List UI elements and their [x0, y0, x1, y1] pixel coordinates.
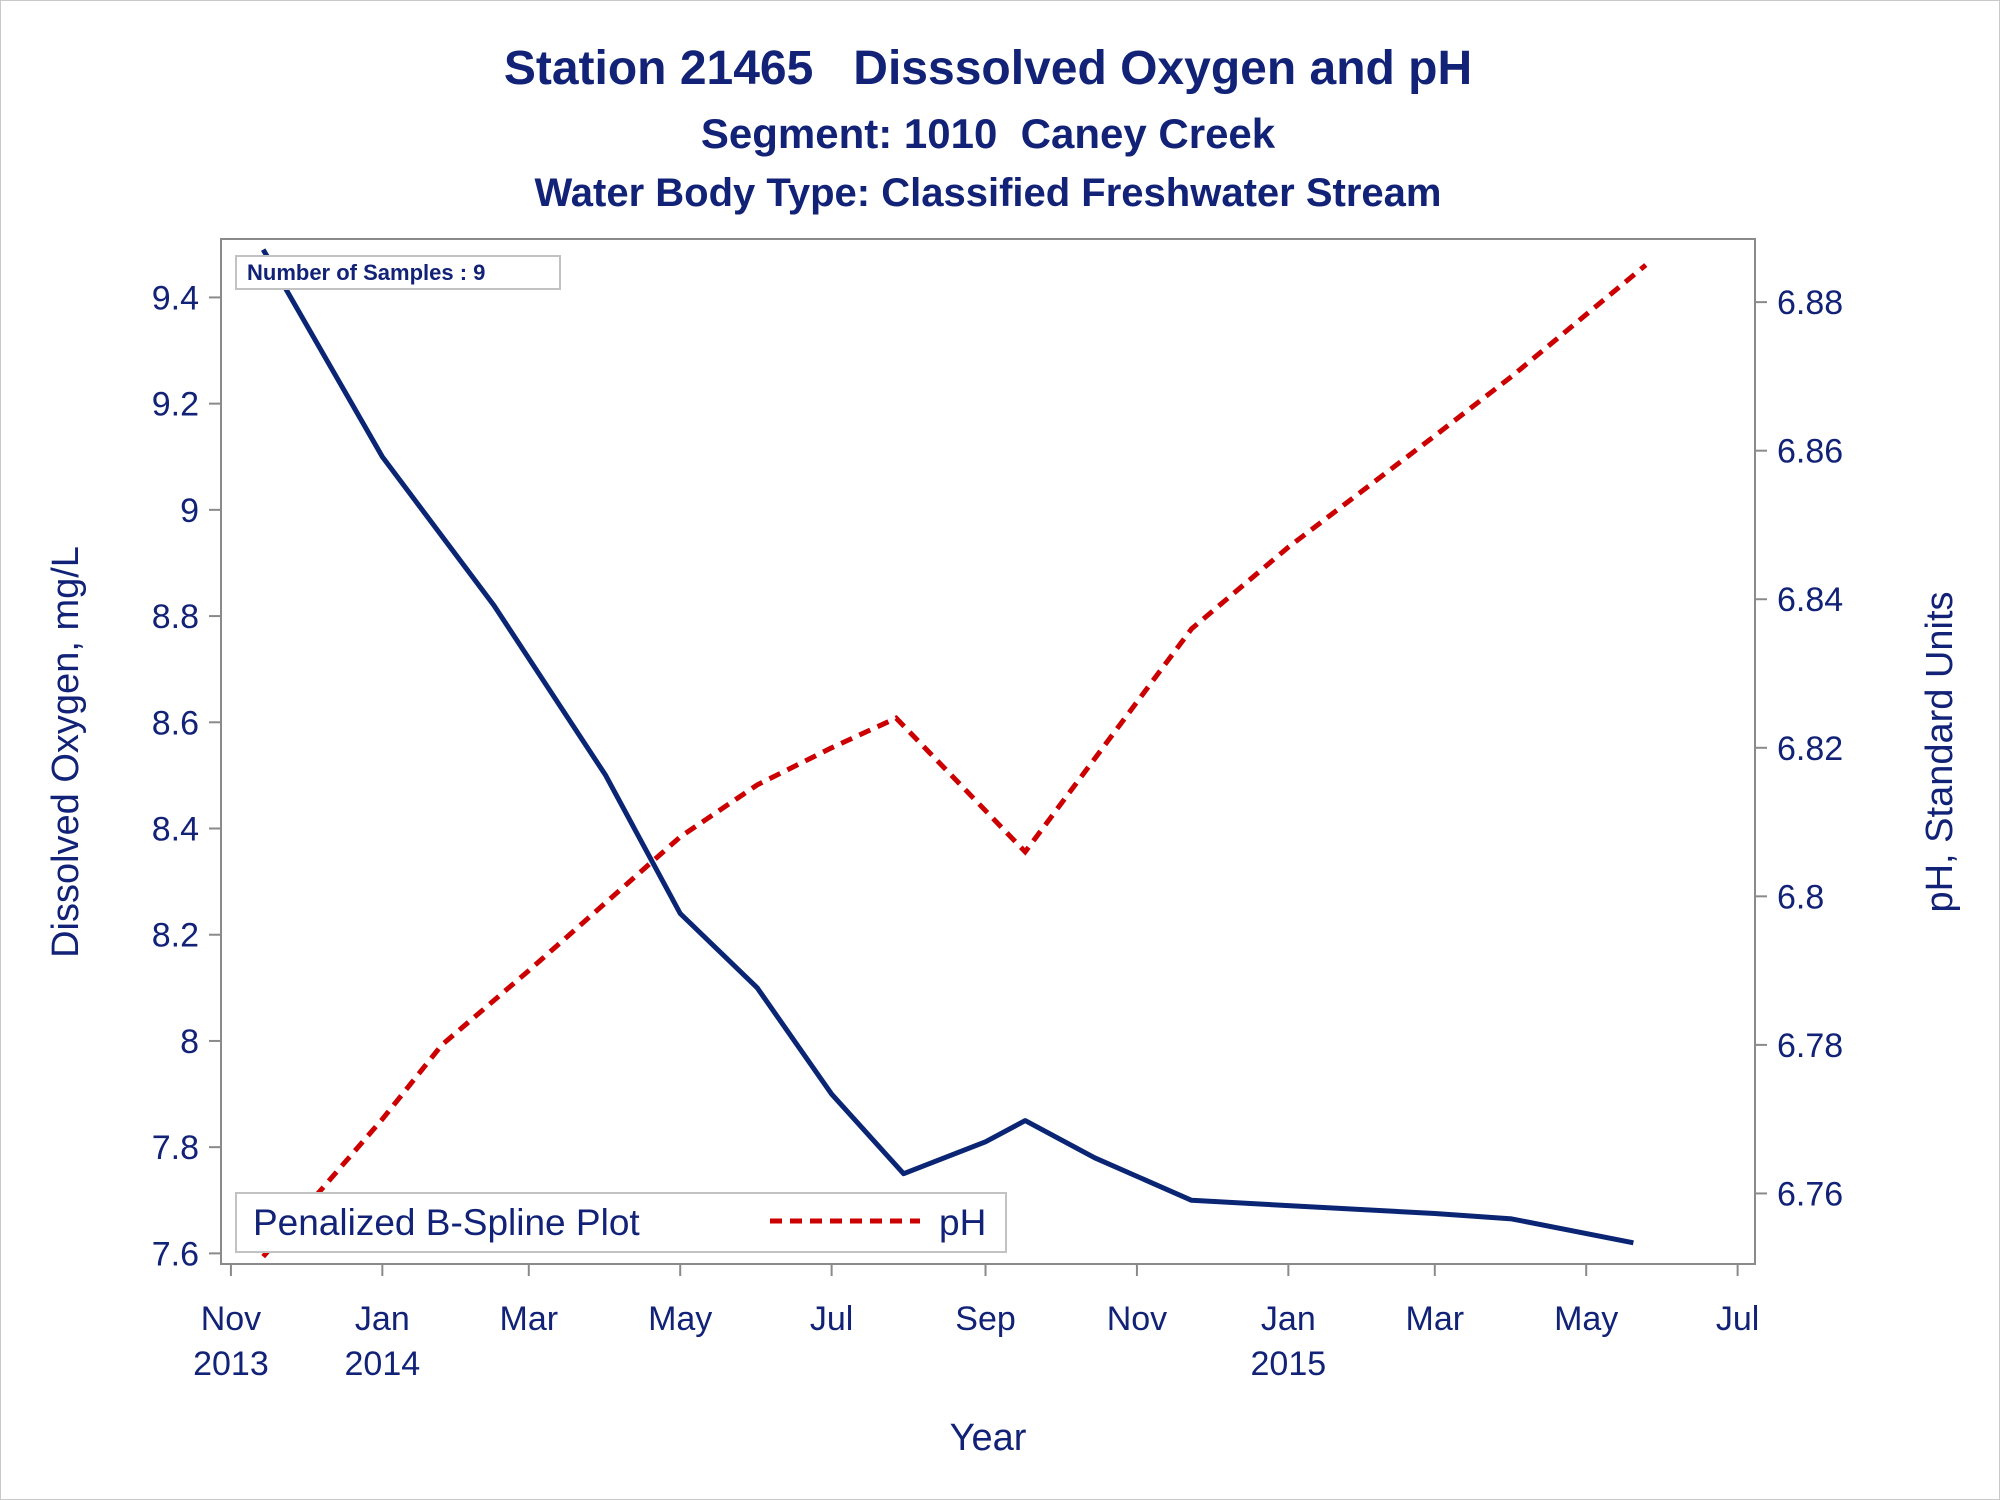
- y-tick-label: 9.4: [152, 279, 199, 317]
- x-tick-year-label: 2014: [345, 1345, 421, 1383]
- x-tick-label: Jul: [810, 1300, 853, 1338]
- x-tick-year-label: 2015: [1251, 1345, 1327, 1383]
- y-tick-label: 8.4: [152, 811, 199, 849]
- legend-label-ph: pH: [939, 1202, 986, 1243]
- x-tick-label: May: [1554, 1300, 1618, 1338]
- chart-title: Station 21465 Disssolved Oxygen and pH: [504, 42, 1472, 95]
- y-left-axis: 7.6 7.8 8 8.2 8.4 8.6 8.8 9 9.2 9.4: [152, 279, 221, 1273]
- y2-axis-label: pH, Standard Units: [1919, 591, 1961, 912]
- x-tick-label: Sep: [955, 1300, 1016, 1338]
- chart-subtitle-segment: Segment: 1010 Caney Creek: [701, 110, 1276, 157]
- x-tick-label: Mar: [500, 1300, 559, 1338]
- y2-tick-label: 6.84: [1777, 581, 1843, 619]
- x-tick-label: Nov: [201, 1300, 261, 1338]
- y-tick-label: 8: [180, 1023, 199, 1061]
- x-axis: Nov 2013 Jan 2014 Mar May Jul Sep Nov Jan 2015 Mar M…: [193, 1264, 1759, 1383]
- y2-tick-label: 6.76: [1777, 1175, 1843, 1213]
- y2-tick-label: 6.88: [1777, 284, 1843, 322]
- y-right-axis: 6.76 6.78 6.8 6.82 6.84 6.86 6.88: [1755, 284, 1843, 1213]
- series-line-dissolved-oxygen: [261, 248, 1634, 1246]
- plot-area: [220, 238, 1756, 1265]
- y-tick-label: 8.2: [152, 917, 199, 955]
- y2-tick-label: 6.86: [1777, 433, 1843, 471]
- series-line-ph: [261, 263, 1648, 1259]
- legend-label-spline: Penalized B-Spline Plot: [253, 1202, 640, 1243]
- y2-tick-label: 6.78: [1777, 1027, 1843, 1065]
- x-tick-label: Jul: [1716, 1300, 1759, 1338]
- sample-count-box: [235, 255, 561, 290]
- sample-count-text: Number of Samples : 9: [247, 260, 485, 285]
- x-tick-label: Jan: [355, 1300, 410, 1338]
- x-tick-year-label: 2013: [193, 1345, 269, 1383]
- y2-tick-label: 6.82: [1777, 730, 1843, 768]
- x-tick-label: May: [648, 1300, 712, 1338]
- x-tick-label: Jan: [1261, 1300, 1316, 1338]
- y-tick-label: 8.8: [152, 598, 199, 636]
- y-tick-label: 7.8: [152, 1129, 199, 1167]
- y2-tick-label: 6.8: [1777, 878, 1824, 916]
- y-axis-label: Dissolved Oxygen, mg/L: [45, 546, 87, 958]
- x-tick-label: Mar: [1406, 1300, 1465, 1338]
- y-tick-label: 9: [180, 492, 199, 530]
- y-tick-label: 7.6: [152, 1235, 199, 1273]
- chart-subtitle-waterbody: Water Body Type: Classified Freshwater S…: [535, 171, 1442, 215]
- x-tick-label: Nov: [1107, 1300, 1167, 1338]
- y-tick-label: 8.6: [152, 704, 199, 742]
- y-tick-label: 9.2: [152, 386, 199, 424]
- x-axis-label: Year: [950, 1417, 1027, 1459]
